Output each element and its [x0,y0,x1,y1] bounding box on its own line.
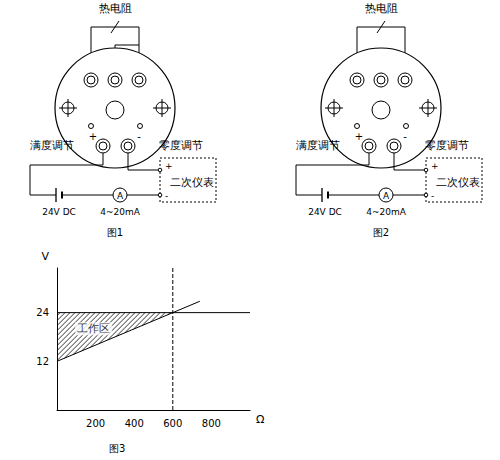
svg-text:-: - [165,191,168,201]
svg-text:工作区: 工作区 [77,322,110,335]
svg-text:24V DC: 24V DC [308,207,342,217]
svg-text:-: - [431,191,434,201]
svg-text:-: - [137,131,141,142]
svg-text:图2: 图2 [373,227,389,238]
svg-text:A: A [117,191,124,201]
svg-text:800: 800 [202,418,221,429]
svg-text:12: 12 [36,356,49,367]
svg-text:Ω: Ω [256,413,264,426]
svg-text:满度调节: 满度调节 [296,139,340,152]
svg-text:600: 600 [163,418,182,429]
svg-text:24: 24 [36,307,49,318]
svg-text:热电阻: 热电阻 [99,2,132,15]
svg-text:+: + [89,131,97,142]
svg-text:+: + [165,161,173,171]
svg-text:热电阻: 热电阻 [365,2,398,15]
svg-text:4~20mA: 4~20mA [366,207,406,217]
svg-text:A: A [383,191,390,201]
svg-text:+: + [355,131,363,142]
svg-text:零度调节: 零度调节 [159,139,203,152]
svg-text:400: 400 [125,418,144,429]
svg-text:200: 200 [86,418,105,429]
svg-text:图1: 图1 [107,227,123,238]
svg-text:+: + [431,161,439,171]
svg-text:V: V [41,250,49,263]
svg-text:24V DC: 24V DC [42,207,76,217]
svg-text:-: - [403,131,407,142]
svg-text:4~20mA: 4~20mA [100,207,140,217]
svg-text:零度调节: 零度调节 [425,139,469,152]
svg-text:满度调节: 满度调节 [30,139,74,152]
svg-text:二次仪表: 二次仪表 [170,176,214,189]
svg-text:图3: 图3 [109,443,125,454]
svg-text:二次仪表: 二次仪表 [436,176,480,189]
